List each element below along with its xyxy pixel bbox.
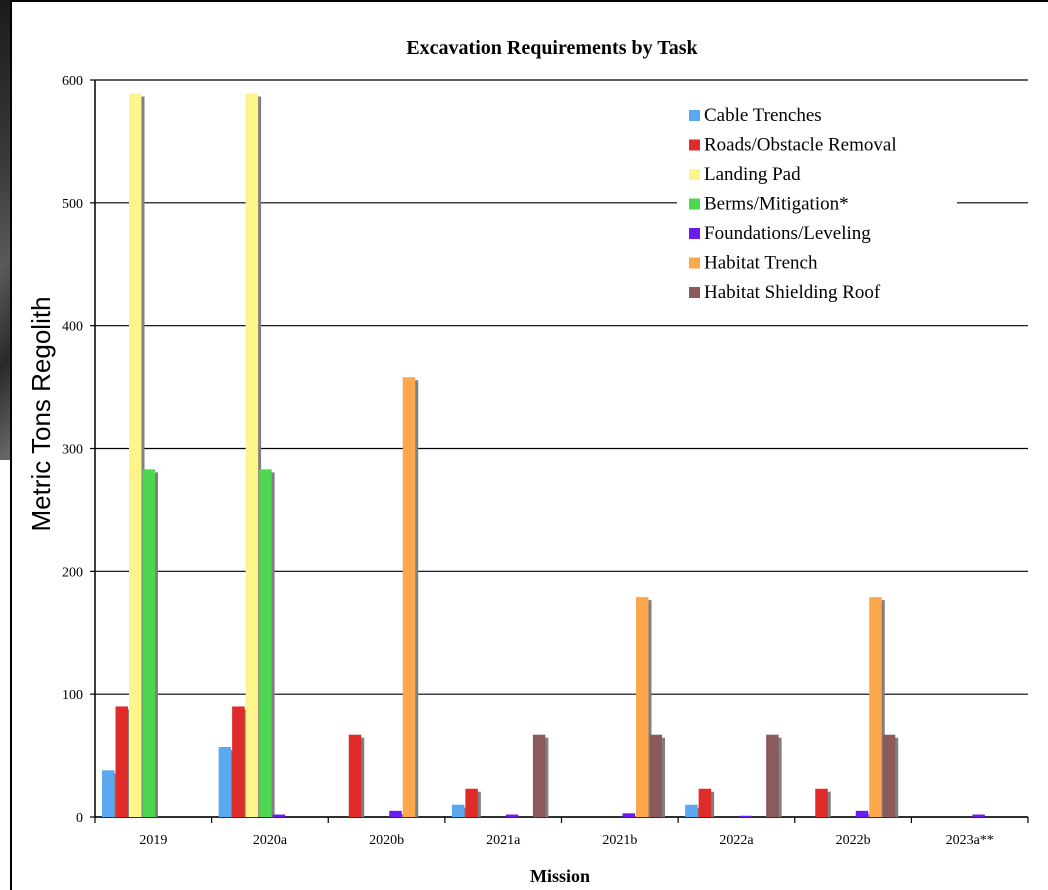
- y-axis-label: Metric Tons Regolith: [26, 296, 56, 531]
- legend-label: Roads/Obstacle Removal: [704, 135, 897, 156]
- y-tick-label: 300: [62, 443, 83, 458]
- legend-swatch: [689, 228, 700, 239]
- legend-box: [677, 100, 957, 315]
- bar: [115, 706, 128, 817]
- y-tick-labels: 0 100 200 300 400 500 600: [62, 74, 83, 826]
- legend-label: Habitat Trench: [704, 253, 818, 274]
- legend-swatch: [689, 139, 700, 151]
- bar-chart: Excavation Requirements by Task 0 100 200 3…: [26, 37, 1029, 886]
- bar: [532, 734, 546, 817]
- y-tick-label: 500: [62, 197, 83, 212]
- bar: [622, 813, 635, 817]
- y-tick-label: 200: [62, 565, 83, 580]
- bar: [259, 469, 272, 817]
- bar: [272, 814, 286, 817]
- bar: [451, 804, 465, 817]
- bar: [882, 734, 896, 817]
- bar: [402, 377, 416, 817]
- x-tick-labels: 2019 2020a 2020b 2021a 2021b 2022a 2022b 2023a*…: [94, 817, 1029, 848]
- x-tick-label: 2023a**: [946, 833, 994, 848]
- y-tick-label: 0: [76, 811, 83, 826]
- x-tick-label: 2022a: [719, 833, 754, 848]
- bar: [102, 770, 115, 817]
- legend-swatch: [689, 257, 700, 269]
- legend-label: Habitat Shielding Roof: [704, 282, 881, 303]
- legend-label: Berms/Mitigation*: [704, 194, 849, 215]
- legend-swatch: [689, 169, 700, 180]
- legend-label: Landing Pad: [704, 164, 801, 185]
- bar: [389, 810, 402, 817]
- bar: [232, 706, 245, 817]
- chart-frame: Excavation Requirements by Task 0 100 200 3…: [10, 0, 1048, 890]
- x-tick-label: 2019: [139, 833, 167, 848]
- bar: [465, 788, 478, 817]
- legend-swatch: [689, 198, 700, 210]
- bar: [698, 788, 712, 817]
- legend-swatch: [689, 287, 700, 298]
- bar: [685, 804, 698, 817]
- bar: [649, 734, 662, 817]
- bar: [869, 597, 882, 817]
- x-axis-label: Mission: [530, 866, 590, 886]
- legend-label: Foundations/Leveling: [704, 223, 871, 244]
- bar: [855, 810, 869, 817]
- bar: [815, 788, 828, 817]
- x-tick-label: 2021b: [602, 833, 637, 848]
- bar: [636, 597, 649, 817]
- bar: [129, 93, 142, 818]
- x-tick-label: 2020b: [369, 833, 404, 848]
- y-tick-label: 400: [62, 320, 83, 335]
- bars: [102, 93, 985, 818]
- legend: Cable Trenches Roads/Obstacle Removal Land…: [677, 100, 957, 315]
- chart-title: Excavation Requirements by Task: [406, 37, 698, 59]
- bar: [142, 469, 155, 817]
- y-tick-label: 600: [62, 74, 83, 89]
- bar: [766, 734, 779, 817]
- bar: [739, 815, 752, 817]
- bar: [348, 734, 362, 817]
- legend-swatch: [689, 110, 700, 121]
- bar: [245, 93, 259, 818]
- legend-label: Cable Trenches: [704, 105, 822, 126]
- x-tick-label: 2021a: [486, 833, 521, 848]
- bar: [972, 814, 985, 817]
- y-tick-label: 100: [62, 688, 83, 703]
- x-tick-label: 2022b: [836, 833, 871, 848]
- x-tick-label: 2020a: [253, 833, 288, 848]
- bar: [505, 814, 519, 817]
- bar: [218, 746, 232, 817]
